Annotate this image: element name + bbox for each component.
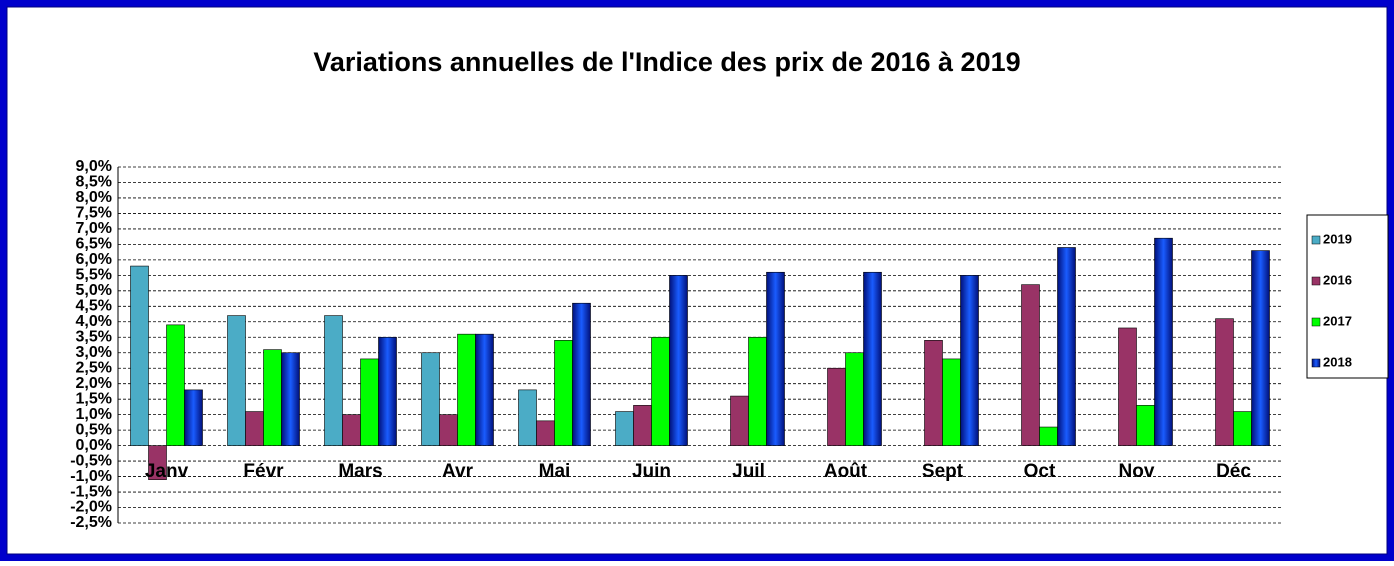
bar [669,275,688,446]
bar [615,411,634,446]
y-tick-label: 7,0% [76,220,112,237]
x-tick-label: Déc [1216,461,1251,482]
y-tick-label: -0,5% [70,452,112,469]
bar [148,445,167,480]
bar [184,389,203,446]
x-tick-label: Nov [1119,461,1155,482]
y-tick-label: 4,5% [76,298,112,315]
bar [863,271,882,446]
bar [1154,237,1173,446]
bar [1021,284,1040,446]
x-tick-label: Oct [1024,461,1056,482]
legend-label: 2018 [1323,354,1352,369]
bar [651,336,670,446]
legend-label: 2017 [1323,313,1352,328]
y-tick-label: 8,0% [76,189,112,206]
y-tick-label: 8,5% [76,174,112,191]
y-tick-label: 1,5% [76,390,112,407]
y-tick-label: -2,5% [70,514,112,531]
y-tick-label: 0,5% [76,421,112,438]
y-tick-label: 4,0% [76,313,112,330]
bar [1215,318,1234,446]
bar [1039,426,1058,446]
bar [421,352,440,446]
y-tick-label: 2,0% [76,375,112,392]
bar [281,352,300,446]
x-tick-label: Août [824,461,868,482]
y-tick-label: 5,5% [76,267,112,284]
bar [439,414,458,446]
bar [1136,405,1155,446]
chart-title: Variations annuelles de l'Indice des pri… [313,47,1020,77]
x-tick-label: Févr [243,461,284,482]
bar [536,420,555,446]
bar [1251,250,1270,446]
bar [457,333,476,446]
y-tick-label: 1,0% [76,406,112,423]
bar [324,315,343,446]
legend-swatch [1311,276,1321,286]
bar [245,411,264,446]
x-tick-label: Mai [539,461,571,482]
legend-swatch [1311,235,1321,245]
bar [378,336,397,446]
y-tick-label: -1,0% [70,468,112,485]
x-tick-label: Janv [145,461,189,482]
y-tick-label: 5,0% [76,282,112,299]
bar [360,358,379,446]
bar [827,367,846,446]
y-tick-label: -2,0% [70,499,112,516]
bar [342,414,361,446]
x-tick-label: Sept [922,461,964,482]
y-tick-label: 3,0% [76,344,112,361]
y-tick-label: -1,5% [70,483,112,500]
bar [263,349,282,446]
bar [748,336,767,446]
x-tick-label: Juin [632,461,671,482]
bar [572,302,591,446]
bar [518,389,537,446]
bar [130,265,149,446]
bar [1057,247,1076,446]
y-tick-label: 2,5% [76,359,112,376]
y-tick-label: 3,5% [76,328,112,345]
x-tick-label: Juil [732,461,765,482]
legend-label: 2016 [1323,272,1352,287]
bar [554,340,573,446]
bar [766,271,785,446]
y-tick-label: 9,0% [76,158,112,175]
bar [924,340,943,446]
x-tick-label: Mars [338,461,382,482]
bar [845,352,864,446]
bar [942,358,961,446]
legend-box [1306,214,1389,379]
legend-swatch [1311,358,1321,368]
legend-label: 2019 [1323,231,1352,246]
y-tick-label: 7,5% [76,205,112,222]
bar [166,324,185,446]
bar [475,333,494,446]
y-tick-label: 0,0% [76,437,112,454]
y-tick-label: 6,0% [76,251,112,268]
bar [730,395,749,446]
legend-swatch [1311,317,1321,327]
bar [633,405,652,446]
bar [1233,411,1252,446]
bar [960,275,979,446]
bar [1118,327,1137,446]
bar [227,315,246,446]
x-tick-label: Avr [442,461,474,482]
chart-area [6,6,1388,555]
y-tick-label: 6,5% [76,236,112,253]
